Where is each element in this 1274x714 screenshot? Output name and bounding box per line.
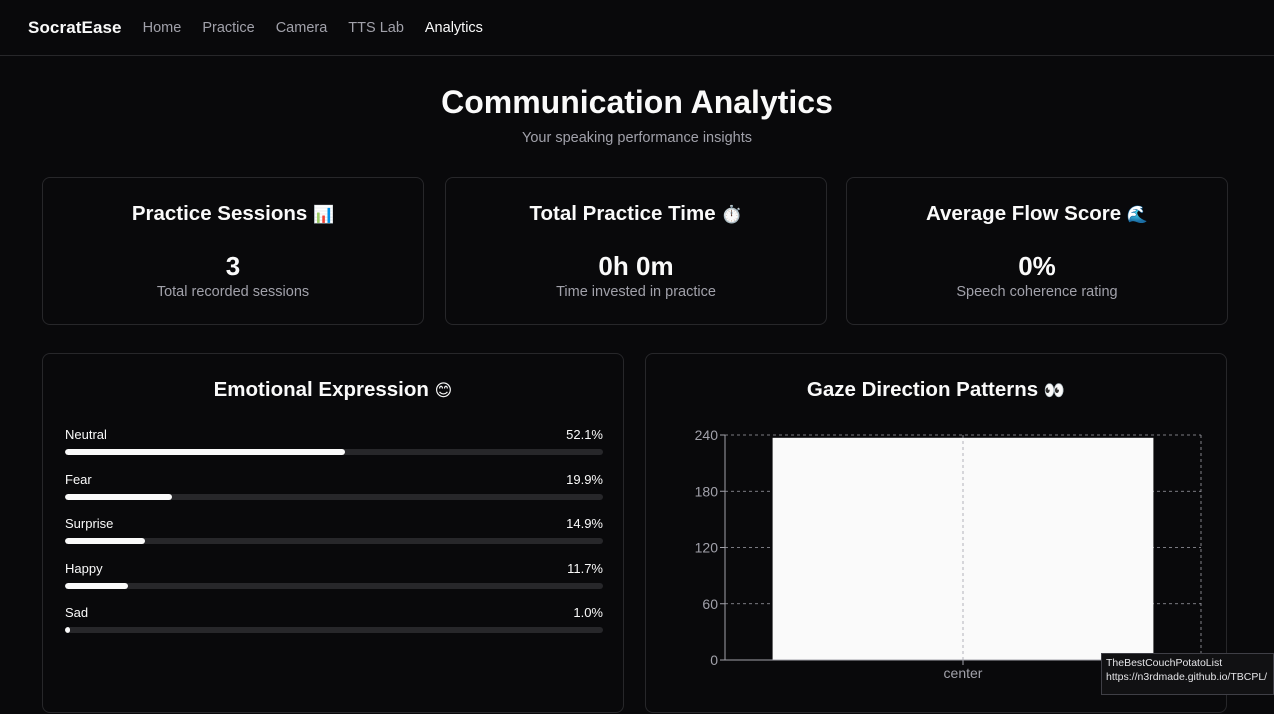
y-tick-label: 0 (710, 652, 718, 668)
nav-practice[interactable]: Practice (202, 19, 255, 36)
y-tick-label: 120 (695, 540, 719, 556)
nav-tts-lab[interactable]: TTS Lab (348, 19, 404, 36)
emotion-label: Surprise (65, 516, 114, 531)
emotion-progress-track (65, 449, 603, 455)
emotion-label: Sad (65, 605, 89, 620)
stat-value: 3 (225, 251, 241, 281)
watermark-line-1: TheBestCouchPotatoList (1106, 657, 1223, 669)
emotion-label: Neutral (65, 427, 107, 442)
stat-title: Total Practice Time ⏱️ (446, 202, 826, 226)
emotion-row-sad: Sad 1.0% (65, 605, 603, 641)
emotion-value: 1.0% (573, 605, 603, 620)
emotion-progress-fill (65, 449, 346, 455)
watermark-overlay: TheBestCouchPotatoList https://n3rdmade.… (1101, 653, 1274, 695)
stat-title-text: Practice Sessions (131, 202, 308, 225)
main-nav: Home Practice Camera TTS Lab Analytics (143, 20, 504, 36)
nav-camera[interactable]: Camera (275, 19, 328, 36)
emotion-progress-fill (65, 493, 173, 500)
emotion-progress-track (65, 493, 603, 500)
nav-analytics[interactable]: Analytics (424, 19, 483, 36)
stat-title-text: Average Flow Score (925, 202, 1122, 225)
emotion-progress-track (65, 627, 603, 633)
emotion-label: Fear (65, 471, 92, 487)
stat-card-flow-score: Average Flow Score 🌊 0% Speech coherence… (846, 177, 1228, 325)
wave-icon: 🌊 (1126, 205, 1149, 224)
watermark-line-2: https://n3rdmade.github.io/TBCPL/ (1106, 671, 1268, 683)
panel-title-text: Emotional Expression (213, 378, 429, 401)
emotion-value: 19.9% (566, 471, 603, 487)
gaze-bar-chart: 0 60 120 180 240 center (695, 427, 1202, 681)
emotion-value: 14.9% (566, 516, 603, 531)
emotion-progress-fill (65, 538, 146, 544)
stat-card-sessions: Practice Sessions 📊 3 Total recorded ses… (42, 177, 424, 325)
stat-value: 0% (1018, 251, 1056, 281)
emotion-progress-fill (65, 582, 128, 589)
y-tick-label: 240 (695, 427, 719, 443)
panel-title-text: Gaze Direction Patterns (806, 378, 1039, 401)
y-tick-label: 180 (695, 483, 719, 499)
emotion-row-neutral: Neutral 52.1% (65, 427, 603, 463)
stopwatch-icon: ⏱️ (721, 205, 743, 224)
stat-description: Time invested in practice (556, 284, 716, 300)
stat-title-text: Total Practice Time (529, 202, 716, 225)
y-tick-label: 60 (702, 596, 718, 612)
page-title: Communication Analytics (441, 84, 833, 120)
emotion-progress-track (65, 538, 603, 544)
x-tick-label: center (944, 665, 983, 681)
emotion-row-surprise: Surprise 14.9% (65, 516, 603, 552)
emotion-value: 11.7% (567, 560, 603, 576)
emotional-expression-panel: Emotional Expression 😊 Neutral 52.1% Fear 1… (42, 353, 624, 713)
page-subtitle: Your speaking performance insights (522, 130, 752, 146)
stat-title: Practice Sessions 📊 (43, 202, 423, 226)
emotion-progress-track (65, 582, 603, 589)
emotion-progress-fill (65, 627, 71, 633)
emotion-label: Happy (65, 560, 103, 576)
emotion-row-fear: Fear 19.9% (65, 472, 603, 508)
panel-title: Emotional Expression 😊 (43, 378, 623, 402)
stat-card-practice-time: Total Practice Time ⏱️ 0h 0m Time invest… (445, 177, 827, 325)
stat-description: Speech coherence rating (956, 284, 1118, 300)
panel-title: Gaze Direction Patterns 👀 (646, 378, 1226, 402)
stat-description: Total recorded sessions (156, 284, 310, 300)
stat-value: 0h 0m (598, 251, 674, 281)
smile-icon: 😊 (434, 381, 453, 400)
stat-title: Average Flow Score 🌊 (847, 202, 1227, 226)
eyes-icon: 👀 (1043, 381, 1066, 400)
brand-logo[interactable]: SocratEase (28, 17, 122, 37)
bar-chart-icon: 📊 (313, 205, 335, 224)
top-nav-bar: SocratEase Home Practice Camera TTS Lab … (0, 0, 1274, 56)
nav-home[interactable]: Home (142, 19, 182, 36)
emotion-value: 52.1% (566, 427, 603, 442)
emotion-row-happy: Happy 11.7% (65, 561, 603, 597)
